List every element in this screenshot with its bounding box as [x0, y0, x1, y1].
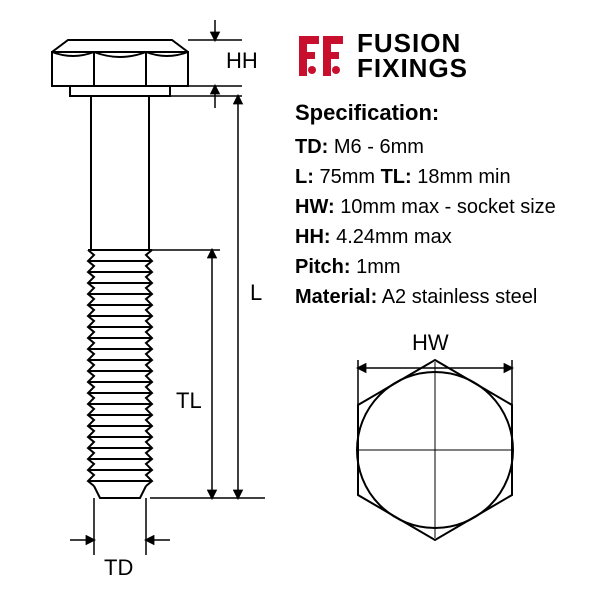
spec-row-pitch: Pitch: 1mm: [295, 252, 590, 282]
spec-value: A2 stainless steel: [382, 286, 538, 308]
spec-label: Material:: [295, 286, 377, 308]
spec-value: 1mm: [356, 256, 400, 278]
spec-value: 10mm max - socket size: [340, 196, 556, 218]
dimension-lines: [70, 20, 265, 555]
dim-label-td: TD: [104, 555, 133, 581]
spec-row-hh: HH: 4.24mm max: [295, 222, 590, 252]
brand-name: FUSION FIXINGS: [357, 31, 468, 80]
spec-value: 18mm min: [417, 166, 510, 188]
brand-logo: FUSION FIXINGS: [295, 30, 468, 82]
dim-label-hw: HW: [412, 330, 449, 356]
logo-icon: [295, 30, 347, 82]
spec-heading: Specification:: [295, 100, 590, 126]
dim-label-hh: HH: [226, 48, 258, 74]
diagram-canvas: HH L TL TD HW FUSION FIXINGS Specificati…: [0, 0, 600, 600]
spec-row-hw: HW: 10mm max - socket size: [295, 192, 590, 222]
spec-value: 4.24mm max: [336, 226, 452, 248]
spec-value: 75mm: [319, 166, 375, 188]
bolt-side-view: [52, 40, 188, 498]
spec-label: TD:: [295, 136, 328, 158]
spec-value: M6 - 6mm: [334, 136, 424, 158]
dim-label-l: L: [250, 280, 262, 306]
brand-line2: FIXINGS: [357, 56, 468, 81]
spec-label: HW:: [295, 196, 335, 218]
spec-label: Pitch:: [295, 256, 351, 278]
spec-row-material: Material: A2 stainless steel: [295, 282, 590, 312]
spec-label: TL:: [381, 166, 412, 188]
hex-top-view: [357, 360, 513, 540]
specification-block: Specification: TD: M6 - 6mm L: 75mm TL: …: [295, 100, 590, 312]
spec-row-td: TD: M6 - 6mm: [295, 132, 590, 162]
spec-row-l: L: 75mm TL: 18mm min: [295, 162, 590, 192]
spec-label: L:: [295, 166, 314, 188]
dim-label-tl: TL: [176, 388, 202, 414]
spec-label: HH:: [295, 226, 331, 248]
